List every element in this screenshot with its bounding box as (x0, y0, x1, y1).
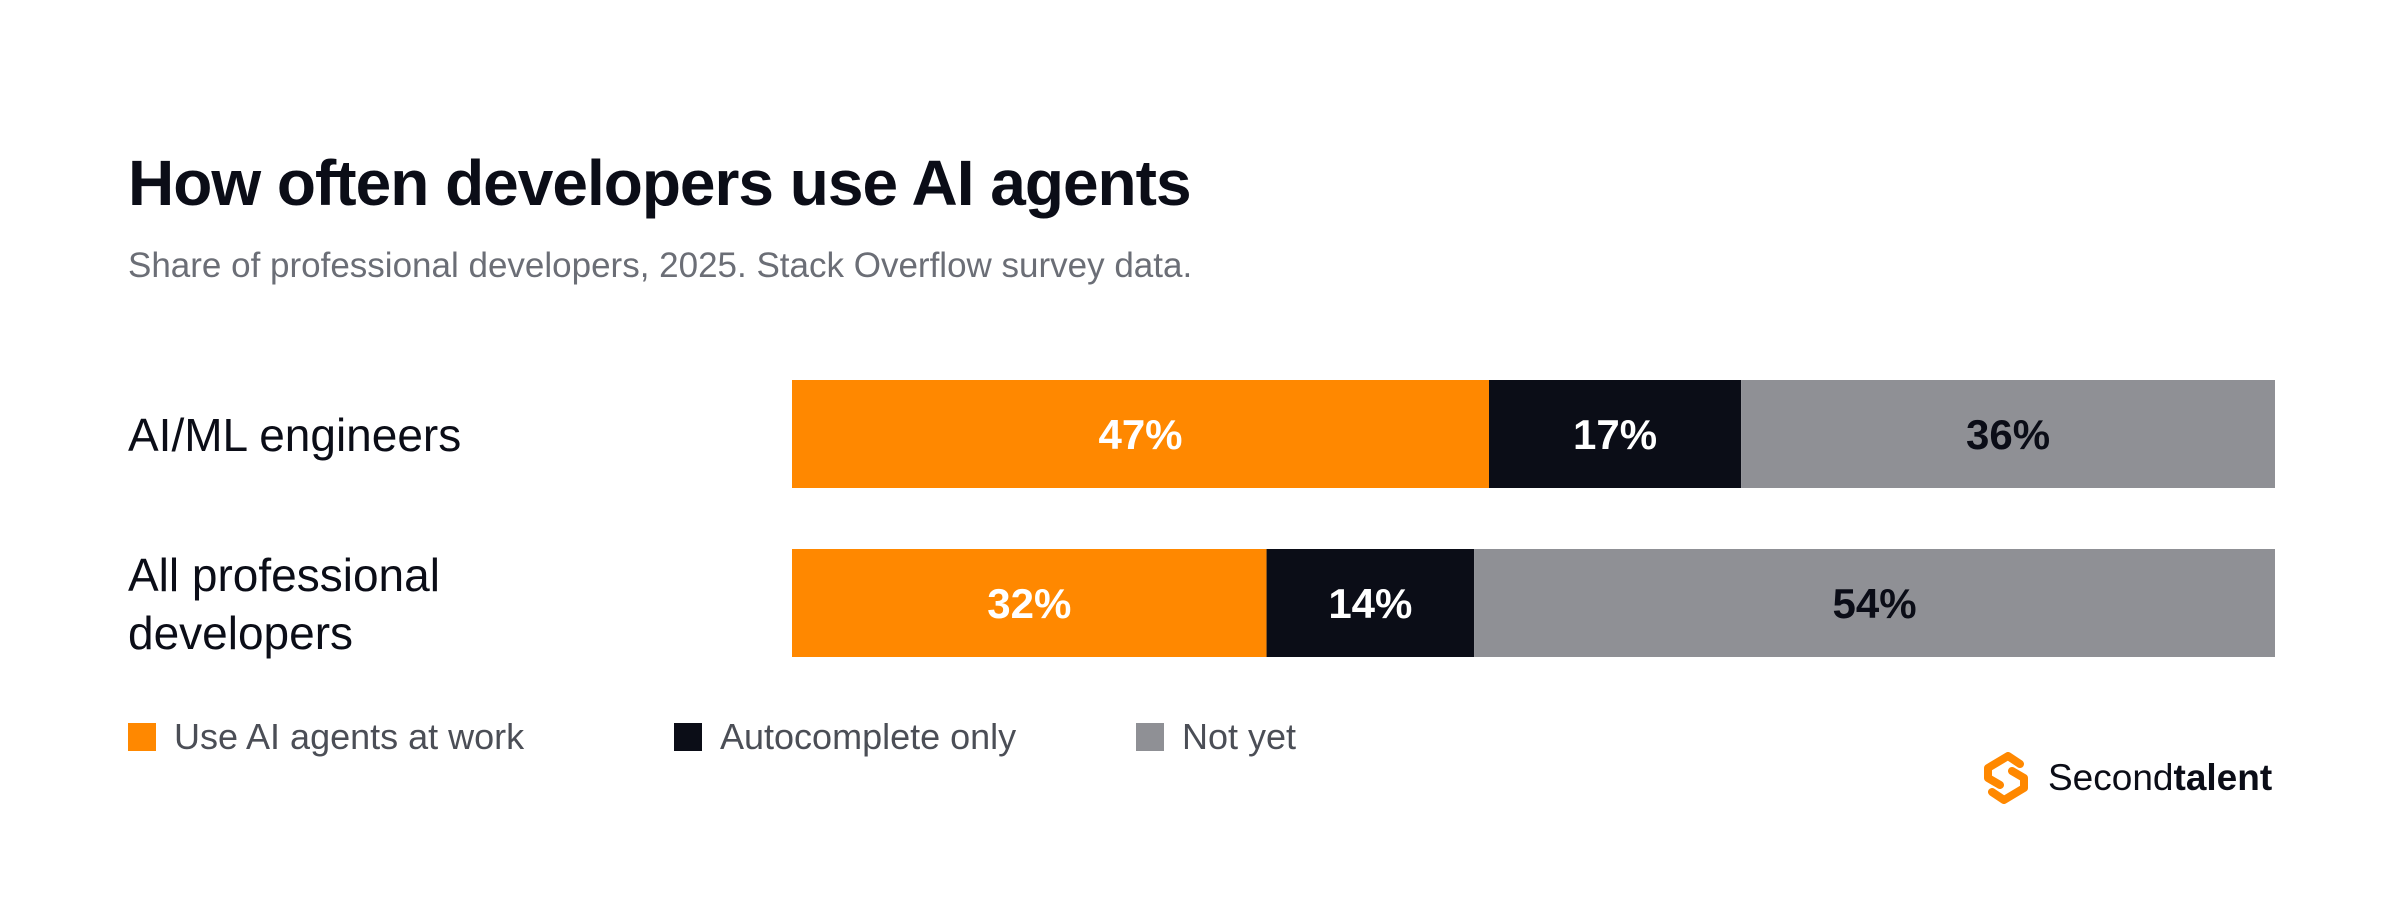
secondtalent-logo-icon (1984, 752, 2028, 804)
data-label-ai-ml-engineers-not-yet: 36% (1966, 411, 2050, 458)
legend-label-agents: Use AI agents at work (174, 716, 525, 757)
legend-swatch-agents (128, 723, 156, 751)
legend-item-agents: Use AI agents at work (128, 716, 524, 758)
row-label-all-professional-developers: All professional developers (128, 549, 440, 659)
data-label-all-professional-developers-not-yet: 54% (1833, 580, 1917, 627)
bar-ai-ml-engineers-not-yet (1741, 380, 2275, 488)
data-label-all-professional-developers-autocomplete-only: 14% (1328, 580, 1412, 627)
data-label-ai-ml-engineers-autocomplete-only: 17% (1573, 411, 1657, 458)
bar-all-professional-developers-autocomplete-only (1266, 549, 1475, 657)
row-label-ai-ml-engineers: AI/ML engineers (128, 409, 462, 461)
chart-title: How often developers use AI agents (128, 147, 1192, 219)
brand-logo: Secondtalent (1980, 752, 2272, 804)
data-label-ai-ml-engineers-use-ai-agents-at-work: 47% (1098, 411, 1182, 458)
brand-name-light: Second (2048, 757, 2174, 798)
legend-item-autocomplete: Autocomplete only (674, 716, 1016, 758)
bar-all-professional-developers-not-yet (1474, 549, 2275, 657)
data-label-all-professional-developers-use-ai-agents-at-work: 32% (987, 580, 1071, 627)
legend-label-autocomplete: Autocomplete only (720, 716, 1017, 757)
legend-item-not-yet: Not yet (1136, 716, 1296, 758)
legend-swatch-autocomplete (674, 723, 702, 751)
bar-ai-ml-engineers-use-ai-agents-at-work (792, 380, 1490, 488)
chart-subtitle: Share of professional developers, 2025. … (128, 246, 1193, 285)
brand-name-bold: talent (2173, 757, 2273, 798)
legend-swatch-not-yet (1136, 723, 1164, 751)
bar-all-professional-developers-use-ai-agents-at-work (792, 549, 1267, 657)
legend-label-not-yet: Not yet (1182, 716, 1297, 757)
bar-ai-ml-engineers-autocomplete-only (1489, 380, 1742, 488)
brand-name: Secondtalent (2048, 757, 2272, 799)
